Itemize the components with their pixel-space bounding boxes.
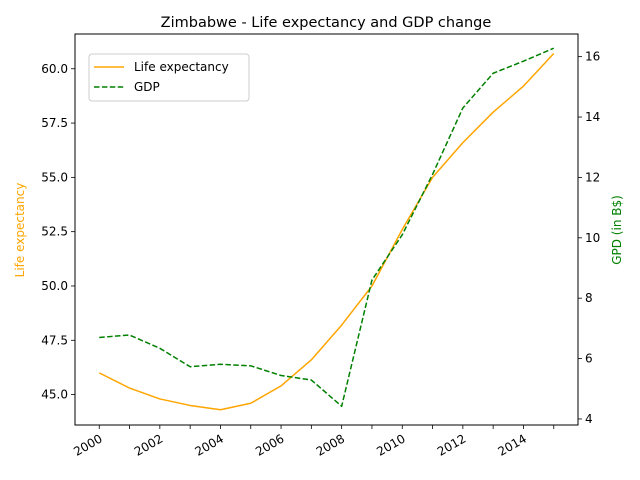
x-tick-label: 2010 — [374, 431, 407, 458]
x-tick-label: 2008 — [314, 431, 347, 458]
y-right-tick-label: 16 — [585, 50, 600, 64]
y-right-axis-label: GPD (in B$) — [610, 195, 624, 265]
y-right-tick-label: 14 — [585, 110, 600, 124]
y-right-tick-label: 10 — [585, 231, 600, 245]
legend-label-life-expectancy: Life expectancy — [134, 60, 229, 74]
legend-frame — [88, 53, 250, 102]
x-tick-label: 2004 — [192, 431, 225, 458]
y-right-tick-label: 12 — [585, 170, 600, 184]
y-left-tick-label: 52.5 — [41, 225, 68, 239]
y-right-tick-label: 6 — [585, 352, 593, 366]
series-line-life-expectancy — [98, 53, 555, 411]
y-left-tick-label: 45.0 — [41, 388, 68, 402]
y-right-tick-label: 4 — [585, 412, 593, 426]
series-layer — [98, 47, 555, 411]
x-tick-label: 2006 — [253, 431, 286, 458]
legend-label-gdp: GDP — [134, 80, 160, 94]
series-line-gdp — [99, 47, 555, 408]
chart-title: Zimbabwe - Life expectancy and GDP chang… — [161, 15, 492, 31]
legend: Life expectancy GDP — [88, 53, 250, 102]
y-left-tick-label: 47.5 — [41, 333, 68, 347]
y-right-axis-ticks: 4 6 8 10 12 14 16 — [578, 50, 600, 426]
y-right-tick-label: 8 — [585, 291, 593, 305]
x-tick-label: 2012 — [435, 431, 468, 458]
plot-frame — [74, 33, 579, 426]
x-tick-label: 2014 — [496, 431, 529, 458]
y-left-tick-label: 57.5 — [41, 116, 68, 130]
y-left-tick-label: 50.0 — [41, 279, 68, 293]
x-tick-label: 2002 — [132, 431, 165, 458]
y-left-tick-label: 60.0 — [41, 62, 68, 76]
x-axis-ticks: 2000 2002 2004 2006 2008 2010 2012 2014 — [71, 425, 555, 459]
y-left-axis-label: Life expectancy — [13, 183, 27, 278]
y-left-tick-label: 55.0 — [41, 170, 68, 184]
y-left-axis-ticks: 45.0 47.5 50.0 52.5 55.0 57.5 60.0 — [41, 62, 75, 402]
x-tick-label: 2000 — [71, 431, 104, 458]
